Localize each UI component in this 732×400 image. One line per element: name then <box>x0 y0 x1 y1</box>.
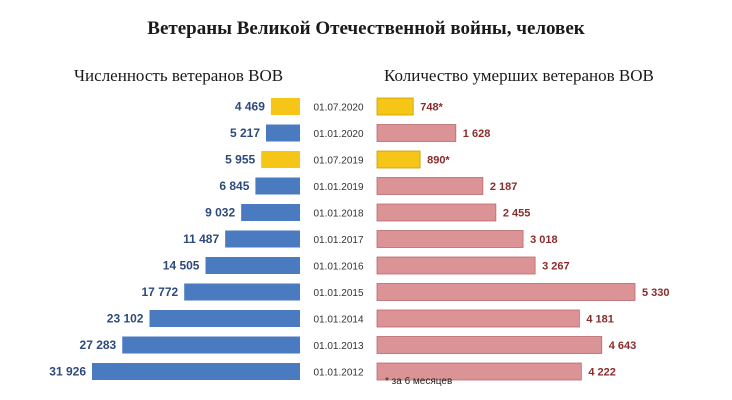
left-value-label: 6 845 <box>219 179 249 193</box>
left-bar <box>92 363 300 380</box>
left-bar <box>184 283 300 301</box>
right-value-label: 4 222 <box>588 367 616 379</box>
left-bar <box>261 151 300 168</box>
date-label: 01.01.2020 <box>313 129 363 140</box>
left-bar <box>149 310 300 327</box>
right-value-label: 2 187 <box>490 181 518 193</box>
left-value-label: 23 102 <box>107 312 144 326</box>
right-bar <box>376 97 414 116</box>
right-series-title: Количество умерших ветеранов ВОВ <box>384 66 654 85</box>
date-label: 01.01.2016 <box>313 262 363 273</box>
right-bar <box>376 150 421 169</box>
right-bar <box>376 362 582 381</box>
left-value-label: 9 032 <box>205 206 235 220</box>
left-value-label: 27 283 <box>80 338 117 352</box>
right-value-label: 890* <box>427 155 450 167</box>
left-value-label: 5 217 <box>230 126 260 140</box>
left-value-label: 14 505 <box>163 259 200 273</box>
left-value-label: 17 772 <box>142 285 179 299</box>
left-bar <box>270 98 300 115</box>
right-bar <box>376 256 536 275</box>
date-label: 01.01.2018 <box>313 209 363 220</box>
right-bar <box>376 230 524 248</box>
date-label: 01.07.2020 <box>313 103 363 114</box>
right-bar <box>376 124 457 142</box>
right-bar <box>376 309 580 328</box>
left-bar <box>241 204 300 221</box>
left-value-label: 11 487 <box>183 232 219 246</box>
left-bar <box>255 177 300 195</box>
right-bar <box>376 283 636 301</box>
right-value-label: 1 628 <box>463 128 491 140</box>
date-label: 01.01.2014 <box>313 315 363 326</box>
right-value-label: 3 267 <box>542 261 570 273</box>
right-bar <box>376 336 603 354</box>
right-bar <box>376 203 497 222</box>
footnote: * за 6 месяцев <box>385 376 453 387</box>
date-label: 01.01.2013 <box>313 341 363 352</box>
right-bar <box>376 177 484 195</box>
right-value-label: 4 181 <box>586 314 614 326</box>
chart-title: Ветераны Великой Отечественной войны, че… <box>147 18 585 39</box>
left-value-label: 4 469 <box>235 100 265 114</box>
left-bar <box>266 124 300 142</box>
left-value-label: 31 926 <box>49 365 86 379</box>
left-series-title: Численность ветеранов ВОВ <box>74 66 284 85</box>
date-label: 01.07.2019 <box>313 156 363 167</box>
left-bar <box>225 230 300 248</box>
left-value-label: 5 955 <box>225 153 255 167</box>
right-value-label: 748* <box>420 102 443 114</box>
date-label: 01.01.2019 <box>313 182 363 193</box>
right-value-label: 4 643 <box>609 340 637 352</box>
left-bar <box>205 257 300 274</box>
date-label: 01.01.2012 <box>313 368 363 379</box>
right-value-label: 2 455 <box>503 208 531 220</box>
left-bar <box>122 336 300 354</box>
date-label: 01.01.2017 <box>313 235 363 246</box>
right-value-label: 3 018 <box>530 234 558 246</box>
right-value-label: 5 330 <box>642 287 670 299</box>
date-label: 01.01.2015 <box>313 288 363 299</box>
